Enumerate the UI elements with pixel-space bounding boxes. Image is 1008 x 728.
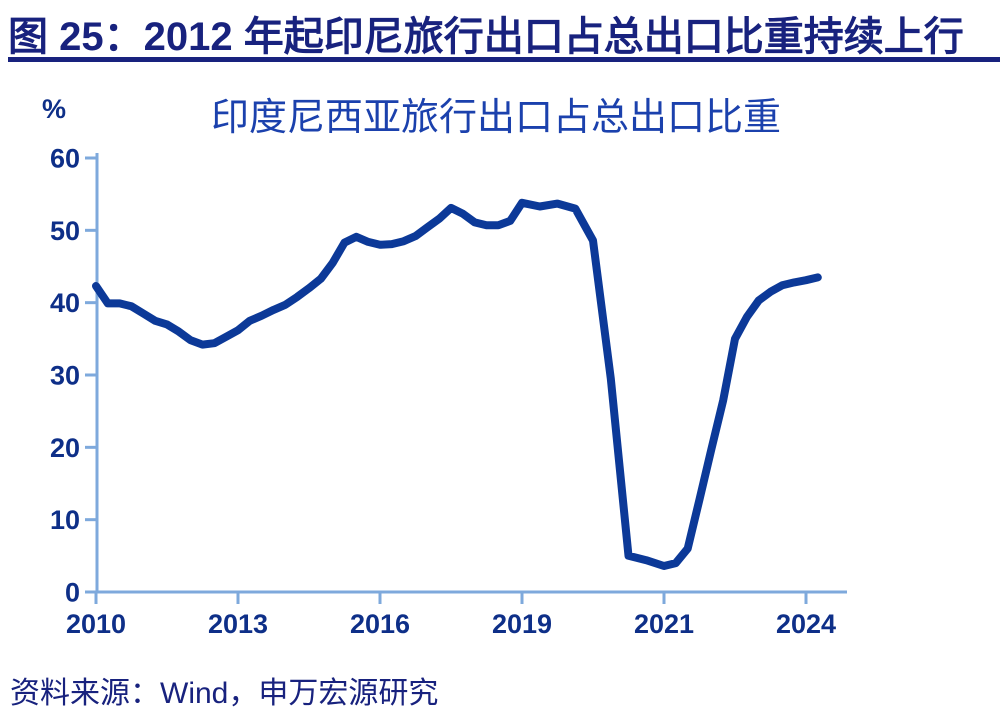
y-tick-label: 40: [50, 288, 80, 318]
line-chart-canvas: 0 10 20 30 40 50 60 2010 2013 2016 2019 2021 2024: [50, 144, 847, 639]
caption-underline: [8, 57, 1000, 62]
y-tick-label: 30: [50, 361, 80, 391]
y-tick-label: 50: [50, 216, 80, 246]
x-tick-label: 2016: [350, 609, 410, 639]
x-tick-label: 2021: [634, 609, 694, 639]
y-tick-label: 10: [50, 505, 80, 535]
y-tick-label: 20: [50, 433, 80, 463]
y-tick-label: 60: [50, 144, 80, 174]
data-series-line: [92, 198, 822, 570]
y-tick-label: 0: [65, 578, 80, 608]
figure-caption: 图 25：2012 年起印尼旅行出口占总出口比重持续上行: [8, 15, 964, 59]
y-axis-unit-label: %: [42, 94, 67, 124]
x-tick-label: 2013: [208, 609, 268, 639]
source-note: 资料来源：Wind，申万宏源研究: [10, 677, 439, 710]
x-tick-label: 2019: [492, 609, 552, 639]
x-tick-label: 2010: [66, 609, 126, 639]
x-tick-label: 2024: [776, 609, 836, 639]
